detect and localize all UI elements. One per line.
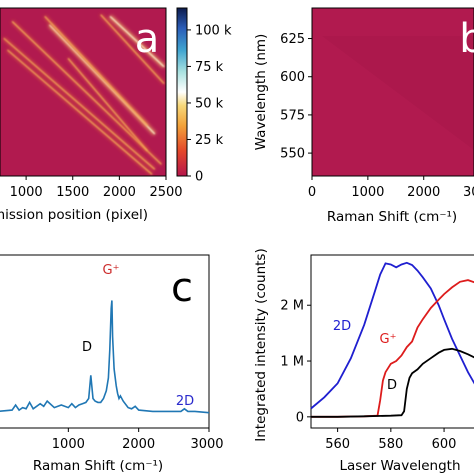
panel-c-annotation-d: D [82,340,92,355]
panel-d-frame [310,254,474,429]
panel-d-y-tick-label: 2 M [280,299,304,314]
colorbar-tick-label: 50 k [195,96,224,111]
panel-b-x-label: Raman Shift (cm⁻¹) [327,209,457,225]
colorbar: 0 25 k 50 k 75 k 100 k [176,7,232,185]
panel-c-x-tick-label: 2000 [122,437,155,452]
panel-d-series [310,261,474,418]
panel-d-series-line [311,279,474,418]
panel-d-y-tick-label: 0 [296,410,304,425]
panel-a-band [67,58,148,152]
panel-b-y-tick-label: 625 [280,32,305,47]
panel-c-annotation-gplus: G⁺ [103,263,120,278]
panel-c-spectrum-line [0,300,210,414]
panel-b-heatmap-background [312,8,474,176]
colorbar-gradient [176,7,188,177]
panel-b: 0 1000 2000 3000 550 575 600 625 Raman Shift (… [253,7,474,225]
panel-d-x-label: Laser Wavelength [339,458,460,474]
panel-a-band [44,16,148,126]
panel-d-series-line [310,261,474,410]
panel-a: 1000 1500 2000 2500 mission position (pixel… [0,7,183,223]
panel-a-x-tick-label: 1000 [10,185,43,200]
panel-c-annotation-2d: 2D [176,394,194,409]
colorbar-tick-label: 75 k [195,60,224,75]
panel-b-y-tick-label: 600 [280,70,305,85]
panel-c: 1000 2000 3000 Raman Shift (cm⁻¹) G⁺ D 2D … [0,254,224,474]
panel-c-x-ticks: 1000 2000 3000 [52,428,224,452]
panel-b-x-tick-label: 3000 [463,185,474,200]
panel-d-annotation-gplus: G⁺ [380,332,397,347]
panel-c-x-tick-label: 1000 [52,437,85,452]
panel-d-x-tick-label: 580 [378,437,403,452]
panel-b-x-tick-label: 2000 [407,185,440,200]
panel-b-x-ticks: 0 1000 2000 3000 [308,176,474,200]
panel-a-band [11,21,162,165]
panel-a-x-label: mission position (pixel) [0,207,148,223]
panel-b-letter: b [459,16,474,62]
panel-d-y-label: Integrated intensity (counts) [253,248,269,441]
panel-a-letter: a [135,16,160,62]
panel-c-letter: c [171,265,193,311]
panel-a-frame [0,7,167,177]
colorbar-tick-label: 100 k [195,23,232,38]
panel-d-x-ticks: 560 580 600 [325,428,456,452]
panel-d-series-line [311,347,474,418]
panel-d-y-ticks: 0 1 M 2 M [280,299,311,425]
panel-a-band [109,15,165,68]
panel-a-x-ticks: 1000 1500 2000 2500 [10,176,183,200]
panel-b-y-tick-label: 550 [280,147,305,162]
panel-a-x-tick-label: 2000 [103,185,136,200]
panel-c-x-label: Raman Shift (cm⁻¹) [33,458,163,474]
panel-c-frame [0,254,210,429]
panel-b-frame [311,7,474,177]
colorbar-tick-label: 0 [195,170,203,185]
panel-b-y-label: Wavelength (nm) [253,34,269,151]
panel-d: 560 580 600 0 1 M 2 M Laser Wavelength Integ… [253,248,474,474]
panel-c-x-tick-label: 3000 [190,437,223,452]
panel-a-x-tick-label: 2500 [149,185,182,200]
panel-b-y-ticks: 550 575 600 625 [280,32,312,162]
panel-b-x-tick-label: 1000 [351,185,384,200]
colorbar-tick-label: 25 k [195,133,224,148]
panel-a-band [100,14,165,84]
panel-d-annotation-d: D [387,378,397,393]
panel-d-annotation-2d: 2D [333,319,351,334]
panel-b-data-region [322,36,474,150]
panel-a-x-tick-label: 1500 [56,185,89,200]
panel-d-y-tick-label: 1 M [280,355,304,370]
panel-d-x-tick-label: 600 [432,437,457,452]
panel-b-y-tick-label: 575 [280,108,305,123]
panel-a-band [3,37,156,170]
colorbar-ticks: 0 25 k 50 k 75 k 100 k [187,23,232,185]
panel-a-band [7,49,153,175]
panel-d-x-tick-label: 560 [325,437,350,452]
panel-a-bands [2,13,166,176]
panel-b-x-tick-label: 0 [308,185,316,200]
